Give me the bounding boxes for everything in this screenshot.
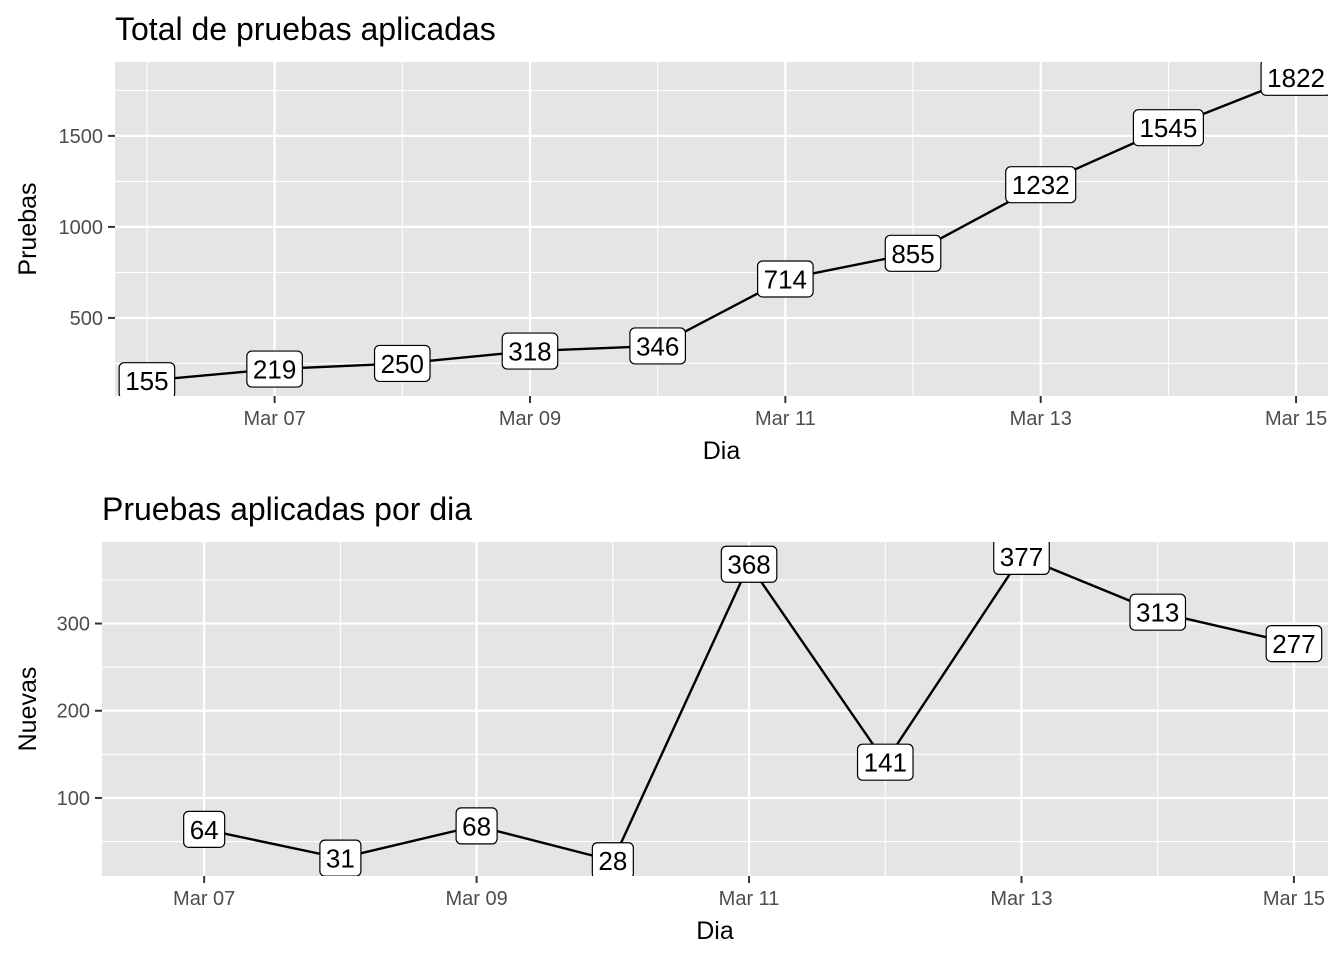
y-tick-label: 1500	[59, 126, 104, 148]
data-label: 346	[629, 327, 687, 365]
series-line	[146, 76, 1297, 382]
data-label-box	[1005, 166, 1077, 204]
data-label: 714	[756, 260, 814, 298]
data-label: 1545	[1132, 109, 1204, 147]
data-label-box	[1129, 593, 1187, 631]
data-label-text: 28	[598, 846, 627, 876]
chart-title: Pruebas aplicadas por dia	[102, 491, 472, 527]
data-label-text: 141	[864, 748, 907, 778]
x-tick-label: Mar 13	[990, 888, 1052, 910]
data-label-text: 1822	[1267, 63, 1325, 93]
x-tick-label: Mar 07	[173, 888, 235, 910]
data-label-box	[591, 842, 634, 876]
y-tick-label: 300	[57, 614, 90, 636]
data-label: 68	[455, 807, 498, 845]
data-label: 219	[246, 350, 303, 388]
x-axis-title: Dia	[696, 917, 734, 945]
data-label-box	[183, 810, 226, 848]
data-label-text: 31	[326, 844, 355, 874]
x-tick-label: Mar 07	[243, 408, 305, 430]
x-tick-label: Mar 11	[755, 408, 816, 430]
data-label-box	[856, 743, 914, 781]
data-label: 277	[1265, 624, 1323, 663]
data-label-box	[884, 234, 942, 272]
y-tick-label: 100	[57, 788, 90, 810]
data-label: 250	[373, 344, 431, 383]
x-tick-label: Mar 13	[1010, 408, 1072, 430]
plot-background	[102, 542, 1328, 876]
y-axis-title: Pruebas	[14, 182, 42, 275]
y-tick-label: 1000	[59, 217, 104, 239]
data-label: 313	[1129, 593, 1187, 631]
x-tick-label: Mar 15	[1265, 408, 1327, 430]
data-label: 64	[183, 810, 226, 848]
data-label-box	[1132, 109, 1204, 147]
data-label: 318	[501, 332, 559, 370]
data-label-box	[629, 327, 687, 365]
data-label: 141	[856, 743, 914, 781]
x-tick-label: Mar 09	[499, 408, 561, 430]
data-label-box	[455, 807, 498, 845]
data-label: 28	[591, 842, 634, 876]
data-label-text: 250	[381, 349, 424, 379]
y-tick-label: 200	[57, 701, 90, 723]
x-axis-title: Dia	[703, 437, 741, 465]
data-label-text: 855	[891, 239, 934, 269]
data-label-box	[756, 260, 814, 298]
data-label-text: 1232	[1012, 170, 1070, 200]
data-area: 64 31 68 28 368 141 377 313 277	[183, 542, 1323, 876]
data-label-text: 313	[1136, 598, 1179, 628]
data-label-text: 155	[125, 366, 168, 396]
data-label-box	[246, 350, 303, 388]
chart-panel-2: 100 200 300 Mar 07 Mar 09 Mar 11 Mar 13 Mar 15 6…	[14, 491, 1328, 945]
data-label: 155	[118, 362, 176, 396]
data-label-box	[118, 362, 176, 396]
data-label-text: 64	[190, 815, 219, 845]
data-area: 155 219 250 318 346 714 855 1232 1545 1822	[118, 62, 1328, 396]
data-label-text: 714	[764, 264, 807, 294]
data-label: 368	[720, 545, 778, 583]
chart-title: Total de pruebas aplicadas	[115, 11, 496, 47]
x-tick-label: Mar 09	[445, 888, 507, 910]
y-tick-label: 500	[70, 308, 103, 330]
x-tick-label: Mar 11	[719, 888, 780, 910]
data-label: 31	[319, 839, 362, 876]
data-label-text: 377	[1000, 542, 1043, 572]
data-label-text: 277	[1272, 629, 1315, 659]
plot-background	[115, 62, 1328, 396]
data-label-text: 318	[508, 337, 551, 367]
data-label-box	[720, 545, 778, 583]
data-label-text: 68	[462, 811, 491, 841]
chart-panel-1: 500 1000 1500 Mar 07 Mar 09 Mar 11 Mar 13 Mar 1…	[14, 11, 1328, 465]
data-label: 1822	[1260, 62, 1328, 96]
data-label: 855	[884, 234, 942, 272]
data-label-box	[993, 542, 1050, 575]
data-label-box	[373, 344, 431, 383]
y-axis-title: Nuevas	[14, 667, 42, 752]
data-label-box	[319, 839, 362, 876]
data-label-box	[501, 332, 559, 370]
data-label-text: 368	[727, 550, 770, 580]
data-label-text: 1545	[1139, 113, 1197, 143]
data-label-text: 346	[636, 331, 679, 361]
data-label: 1232	[1005, 166, 1077, 204]
data-label-box	[1265, 624, 1323, 663]
data-label-text: 219	[253, 355, 296, 385]
data-label-box	[1260, 62, 1328, 96]
x-tick-label: Mar 15	[1263, 888, 1325, 910]
data-label: 377	[993, 542, 1050, 575]
